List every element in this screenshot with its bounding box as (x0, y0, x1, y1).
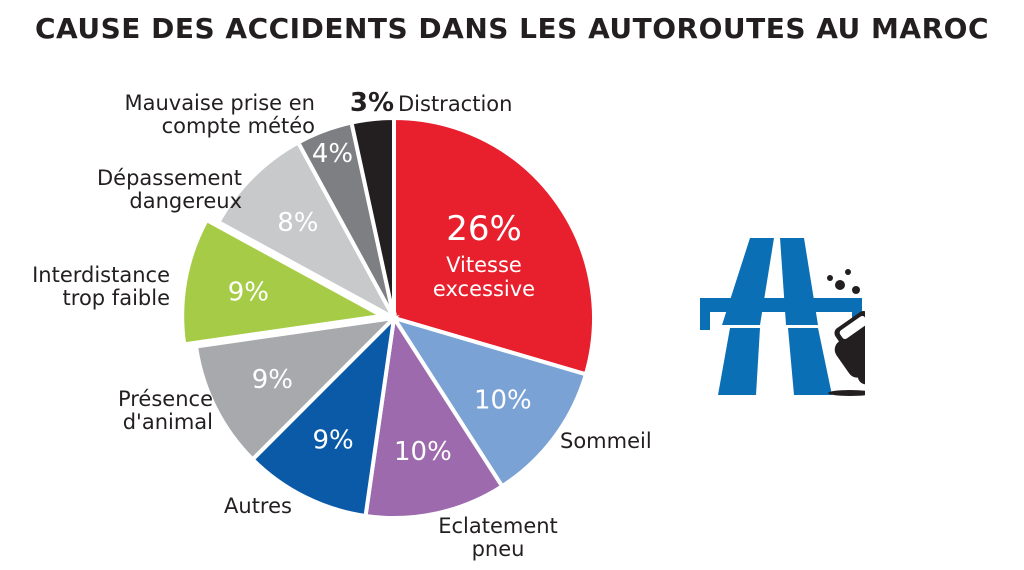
slice-percent-label: 3% (350, 88, 394, 118)
slice-category-label: Sommeil (560, 429, 652, 453)
pie-slice (363, 312, 505, 520)
pie-slice (389, 314, 589, 490)
highway-crash-icon (700, 238, 865, 396)
slice-percent-label: 10% (394, 437, 452, 467)
slice-category-line: pneu (472, 537, 525, 561)
slice-category-label: Dépassement dangereux (97, 166, 242, 213)
slice-category-line: Interdistance (32, 263, 170, 287)
slice-percent-label: 8% (277, 208, 318, 238)
slice-percent-label: 10% (474, 386, 532, 416)
slice-category-line: Eclatement (438, 514, 558, 538)
slice-category-label: Vitesse excessive (433, 253, 535, 301)
slice-percent-label: 4% (312, 139, 353, 169)
slice-percent-label: 26% (446, 209, 522, 249)
slice-category-line: dangereux (129, 189, 242, 213)
slice-category-line: Sommeil (560, 429, 652, 453)
slice-category-line: excessive (433, 277, 535, 301)
slice-percent-label: 9% (312, 426, 353, 456)
slice-category-line: Dépassement (97, 166, 242, 190)
pie-slice (392, 115, 596, 377)
pie-slice (349, 115, 396, 319)
slice-category-line: Mauvaise prise en (124, 91, 315, 115)
pie-slice (215, 139, 400, 324)
chart-title: CAUSE DES ACCIDENTS DANS LES AUTOROUTES … (35, 12, 989, 45)
slice-category-line: Autres (224, 494, 292, 518)
slice-category-label: Mauvaise prise en compte météo (124, 91, 315, 138)
slice-category-label: Interdistance trop faible (32, 263, 170, 310)
slice-percent-label: 9% (228, 278, 269, 308)
pie-slice (193, 315, 400, 463)
slice-category-line: Présence (118, 387, 213, 411)
slice-category-label: Autres (224, 494, 292, 518)
pie-slice (249, 312, 397, 519)
pie-slice (180, 217, 389, 347)
slice-category-label: Présence d'animal (118, 387, 213, 434)
slice-category-label: Eclatement pneu (438, 514, 558, 561)
slice-category-line: trop faible (63, 286, 170, 310)
slice-category-line: d'animal (123, 410, 213, 434)
slice-category-line: Distraction (398, 92, 512, 116)
slice-category-line: compte météo (162, 114, 315, 138)
slice-category-label: Distraction (398, 92, 512, 116)
slice-percent-label: 9% (252, 365, 293, 395)
slice-category-line: Vitesse (446, 253, 522, 277)
